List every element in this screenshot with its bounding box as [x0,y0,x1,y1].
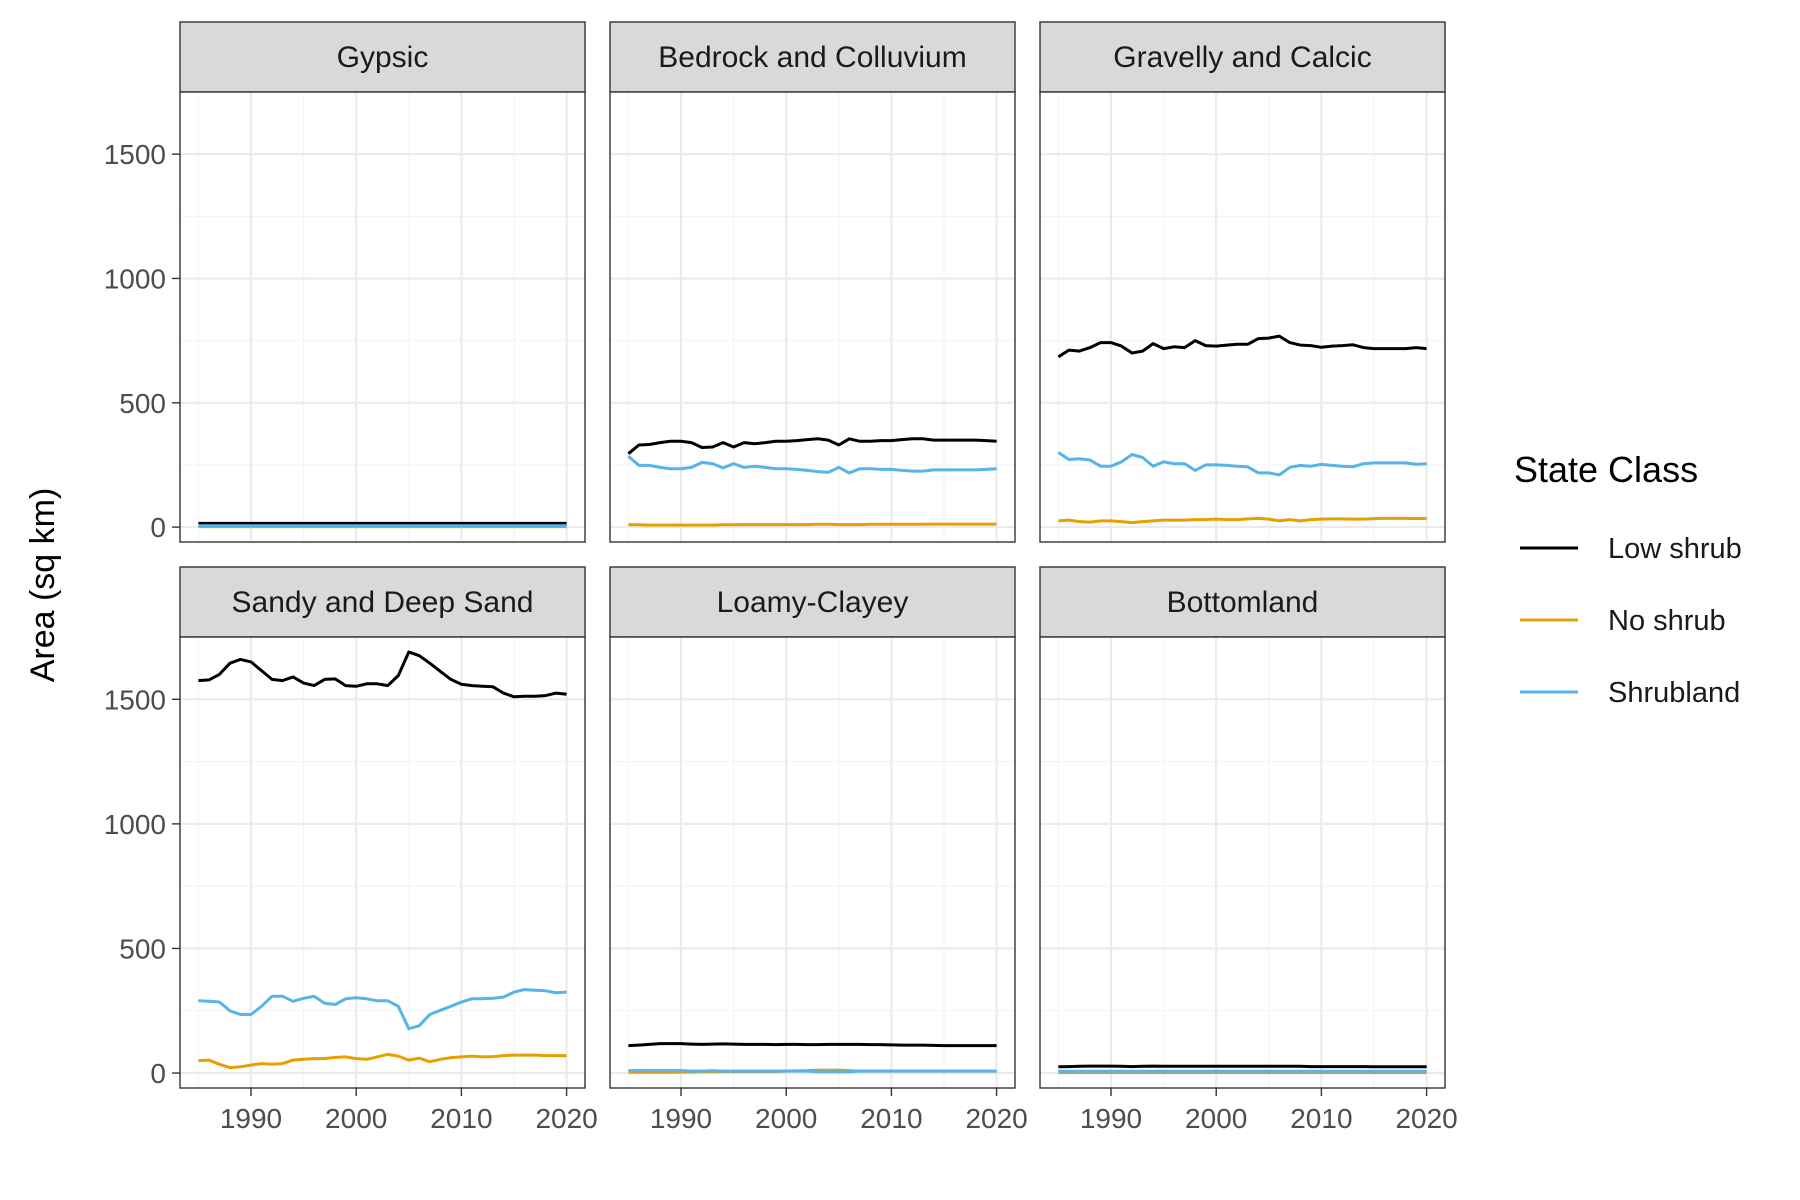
x-tick-label: 2020 [965,1103,1027,1134]
legend-label: No shrub [1608,605,1726,637]
panel-border [609,636,1016,1089]
x-tick-label: 1990 [220,1103,282,1134]
x-tick-label: 2000 [1185,1103,1247,1134]
strip-bedrock-and-colluvium [609,21,1016,93]
panel-border [179,636,586,1089]
series-line-no-shrub [628,522,997,527]
strip-title: Sandy and Deep Sand [232,586,534,619]
x-tick-label: 2010 [1290,1103,1352,1134]
panels-layer: Gypsic Bedrock and Colluvium Gravelly and … [179,21,1446,1089]
legend-title: State Class [1514,449,1698,490]
panel-border [1039,91,1446,543]
panel-loamy-clayey: Loamy-Clayey [609,566,1016,1089]
panel-background [1040,637,1445,1088]
y-axis-layer: 0 500 1000 1500 0 500 1000 1500 [104,139,180,1089]
panel-bedrock-and-colluvium: Bedrock and Colluvium [609,21,1016,543]
panel-gravelly-and-calcic: Gravelly and Calcic [1039,21,1446,543]
legend-label: Shrubland [1608,677,1740,709]
x-tick-label: 2010 [860,1103,922,1134]
series-line-low-shrub [627,437,997,455]
panel-border [1039,636,1446,1089]
legend-label: Low shrub [1608,533,1742,565]
y-tick-label: 1000 [104,263,166,294]
legend-items: Low shrub No shrub Shrubland [1520,533,1742,709]
series-line-low-shrub [628,1042,997,1048]
series-line-no-shrub [198,1052,567,1070]
legend-item-low-shrub: Low shrub [1520,533,1742,565]
strip-title: Loamy-Clayey [717,586,909,619]
legend: State Class Low shrub No shrub Shrubland [1514,449,1742,709]
series-line-low-shrub [1058,1064,1427,1069]
panel-background [1040,92,1445,542]
y-axis-title: Area (sq km) [24,488,62,683]
series-line-low-shrub [198,650,567,699]
x-tick-label: 2000 [755,1103,817,1134]
series-line-shrubland [627,455,997,475]
y-tick-label: 0 [150,1058,166,1089]
y-tick-label: 500 [119,388,166,419]
legend-item-no-shrub: No shrub [1520,605,1726,637]
x-tick-label: 2020 [535,1103,597,1134]
panel-background [180,92,585,542]
panel-background [180,637,585,1088]
strip-title: Bottomland [1167,586,1319,619]
panel-gypsic: Gypsic [179,21,586,543]
x-axis-layer: 1990 2000 2010 2020 1990 2000 2010 2020 1990 2000… [220,1088,1458,1134]
strip-title: Gypsic [337,41,429,74]
series-line-shrubland [1057,451,1427,477]
panel-background [610,92,1015,542]
y-tick-label: 1500 [104,139,166,170]
series-line-shrubland [628,1069,997,1074]
strip-bottomland [1039,566,1446,638]
panel-border [609,91,1016,543]
y-tick-label: 1000 [104,809,166,840]
x-tick-label: 1990 [1080,1103,1142,1134]
x-tick-label: 2020 [1395,1103,1457,1134]
panel-background [610,637,1015,1088]
panel-bottomland: Bottomland [1039,566,1446,1089]
x-tick-label: 2000 [325,1103,387,1134]
strip-title: Gravelly and Calcic [1113,41,1371,74]
series-line-no-shrub [1058,516,1427,525]
panel-sandy-and-deep-sand: Sandy and Deep Sand [179,566,586,1089]
series-line-shrubland [198,988,567,1031]
y-tick-label: 500 [119,933,166,964]
y-tick-label: 1500 [104,684,166,715]
strip-title: Bedrock and Colluvium [658,41,966,74]
x-tick-label: 1990 [650,1103,712,1134]
strip-gypsic [179,21,586,93]
strip-loamy-clayey [609,566,1016,638]
strip-sandy-and-deep-sand [179,566,586,638]
legend-item-shrubland: Shrubland [1520,677,1740,709]
series-line-low-shrub [1057,334,1427,359]
y-tick-label: 0 [150,512,166,543]
x-tick-label: 2010 [430,1103,492,1134]
panel-border [179,91,586,543]
